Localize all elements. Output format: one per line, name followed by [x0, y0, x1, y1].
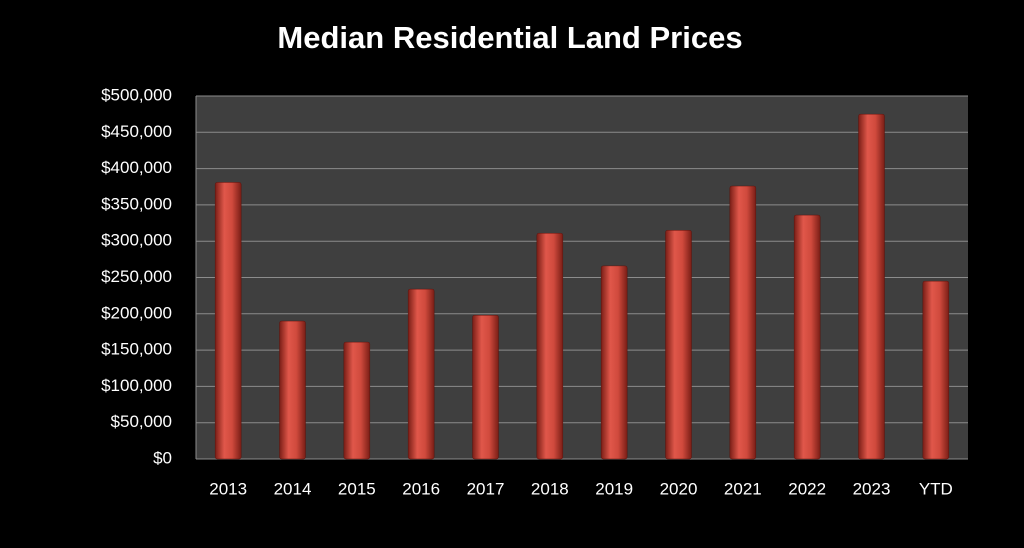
y-tick-label: $250,000	[101, 267, 172, 286]
bar	[407, 288, 435, 460]
bar	[472, 315, 499, 460]
x-tick-label: 2019	[595, 479, 633, 498]
x-tick-label: 2014	[274, 479, 312, 498]
x-tick-label: 2022	[788, 479, 826, 498]
y-tick-label: $50,000	[111, 412, 172, 431]
bar	[600, 265, 628, 460]
x-tick-label: 2018	[531, 479, 569, 498]
x-tick-label: 2020	[660, 479, 698, 498]
x-tick-label: 2023	[853, 479, 891, 498]
y-tick-label: $0	[153, 448, 172, 467]
bar	[922, 280, 950, 460]
y-tick-label: $100,000	[101, 376, 172, 395]
y-tick-label: $450,000	[101, 122, 172, 141]
bar	[729, 185, 757, 460]
y-tick-label: $300,000	[101, 231, 172, 250]
x-tick-label: 2013	[209, 479, 247, 498]
bar	[858, 113, 885, 460]
bar	[279, 320, 306, 460]
y-tick-label: $400,000	[101, 158, 172, 177]
x-tick-label: 2015	[338, 479, 376, 498]
bar	[536, 232, 564, 460]
bar	[343, 341, 371, 460]
y-tick-label: $350,000	[101, 194, 172, 213]
x-tick-label: 2016	[402, 479, 440, 498]
bar	[665, 230, 692, 460]
x-tick-label: 2021	[724, 479, 762, 498]
bar	[793, 214, 821, 460]
y-tick-label: $500,000	[101, 85, 172, 104]
y-tick-label: $200,000	[101, 303, 172, 322]
x-tick-label: YTD	[919, 479, 953, 498]
x-tick-label: 2017	[467, 479, 505, 498]
y-tick-label: $150,000	[101, 340, 172, 359]
chart-title: Median Residential Land Prices	[277, 20, 742, 55]
bar	[214, 182, 242, 460]
